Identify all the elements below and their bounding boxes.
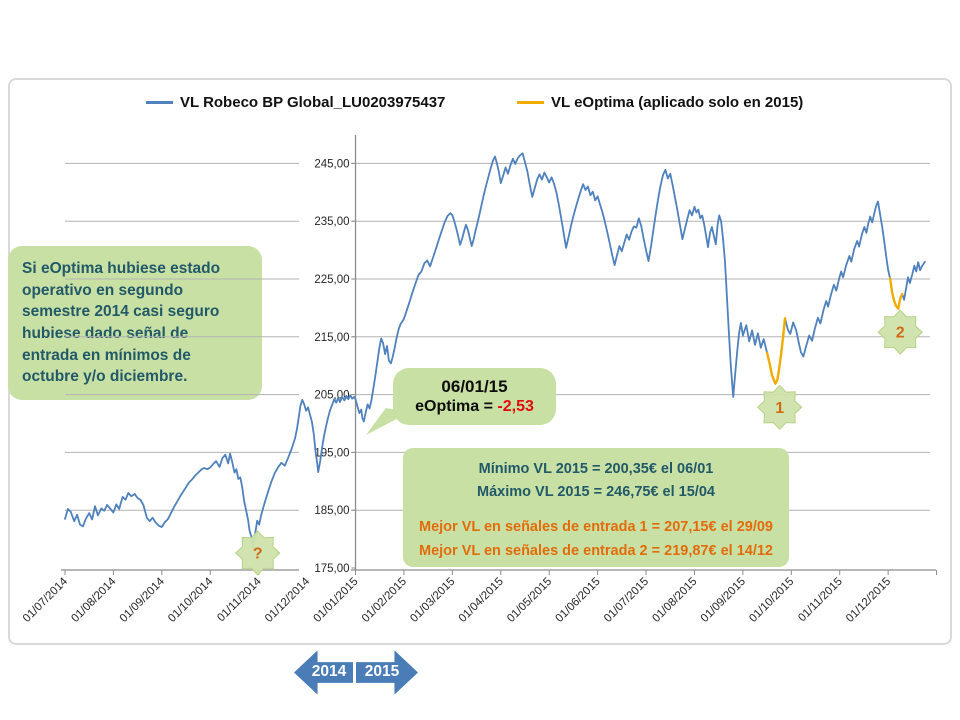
signal-marker-1-icon (756, 384, 803, 431)
x-tick-label: 01/06/2015 (554, 576, 603, 625)
x-tick-label: 01/07/2015 (602, 576, 651, 625)
y-label-mask (299, 444, 351, 460)
x-tick-label: 01/09/2014 (118, 575, 168, 625)
signal-marker-2-label: 2 (896, 325, 905, 342)
y-label-mask (299, 155, 351, 171)
x-tick-label: 01/01/2015 (311, 576, 360, 625)
callout-jan6-value: -2,53 (497, 398, 534, 415)
stats-max-vl: Máximo VL 2015 = 246,75€ el 15/04 (477, 484, 715, 501)
x-tick-label: 01/07/2014 (21, 575, 71, 625)
y-tick-label: 235,00 (314, 216, 349, 228)
callout-jan6-date: 06/01/15 (441, 377, 508, 396)
x-tick-label: 01/12/2014 (263, 575, 313, 625)
y-label-mask (299, 329, 351, 345)
legend-item-robeco: VL Robeco BP Global_LU0203975437 (146, 94, 445, 111)
signal-marker-?-icon (234, 530, 281, 576)
year-label-2014: 2014 (311, 663, 347, 680)
y-tick-label: 215,00 (314, 332, 349, 344)
x-tick-label: 01/11/2014 (215, 575, 264, 624)
y-tick-label: 225,00 (314, 274, 349, 286)
legend-label-eoptima: VL eOptima (aplicado solo en 2015) (551, 94, 804, 111)
callout-jan6: 06/01/15 eOptima = -2,53 (393, 368, 556, 425)
signal-marker-1-label: 1 (775, 400, 784, 417)
signal-marker-?-label: ? (253, 545, 263, 562)
year-label-2015: 2015 (364, 663, 400, 680)
callout-jan6-value-line: eOptima = -2,53 (415, 398, 534, 416)
y-tick-label: 245,00 (314, 158, 349, 170)
x-tick-label: 01/11/2015 (796, 576, 845, 625)
x-tick-label: 01/12/2015 (844, 576, 893, 625)
y-label-mask (299, 502, 351, 518)
y-tick-label: 195,00 (314, 447, 349, 459)
series-eoptima-segment-2 (888, 277, 904, 310)
stats-senal-1: Mejor VL en señales de entrada 1 = 207,1… (419, 519, 773, 536)
legend-item-eoptima: VL eOptima (aplicado solo en 2015) (517, 94, 803, 111)
year-transition: 2014 2015 (294, 649, 418, 696)
x-tick-label: 01/08/2014 (69, 575, 119, 625)
stats-box: Mínimo VL 2015 = 200,35€ el 06/01 Máximo… (403, 448, 789, 567)
callout-eoptima-2014: Si eOptima hubiese estado operativo en s… (8, 246, 262, 400)
signal-marker-2-icon (877, 309, 923, 355)
stats-gap (403, 504, 789, 516)
x-tick-label: 01/02/2015 (360, 576, 409, 625)
y-label-mask (299, 560, 351, 576)
series-eoptima-segment-1 (765, 317, 787, 385)
x-tick-label: 01/10/2014 (166, 575, 216, 625)
stats-senal-2: Mejor VL en señales de entrada 2 = 219,8… (419, 542, 773, 559)
y-tick-label: 185,00 (314, 505, 349, 517)
y-tick-label: 175,00 (314, 563, 349, 575)
x-tick-label: 01/09/2015 (699, 576, 748, 625)
y-label-mask (299, 271, 351, 287)
legend-dash-yellow-icon (517, 101, 544, 104)
x-tick-label: 01/05/2015 (505, 576, 554, 625)
x-tick-label: 01/08/2015 (650, 576, 699, 625)
callout-jan6-label: eOptima = (415, 398, 498, 415)
x-tick-label: 01/03/2015 (408, 576, 457, 625)
x-tick-label: 01/04/2015 (457, 576, 506, 625)
legend-dash-blue-icon (146, 101, 173, 104)
x-tick-label: 01/10/2015 (747, 576, 796, 625)
y-label-mask (299, 213, 351, 229)
stats-min-vl: Mínimo VL 2015 = 200,35€ el 06/01 (478, 461, 714, 477)
legend-label-robeco: VL Robeco BP Global_LU0203975437 (180, 94, 446, 111)
year-separator (353, 649, 356, 696)
